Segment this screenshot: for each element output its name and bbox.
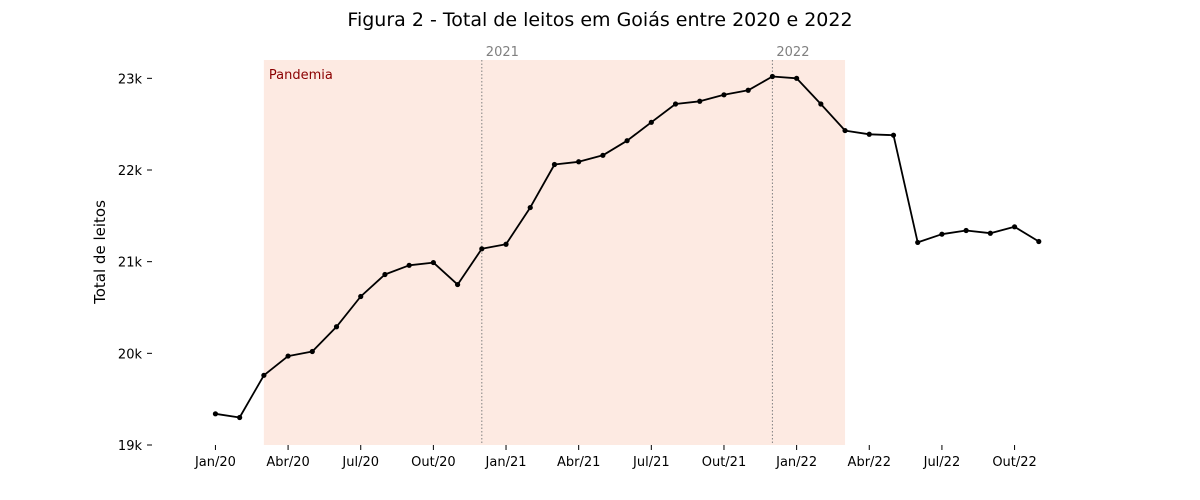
y-tick-label-20k: 20k: [118, 347, 143, 362]
data-point-2021-03: [551, 161, 558, 168]
x-tick-label-Jan/22: Jan/22: [775, 455, 817, 470]
x-tick-label-Abr/22: Abr/22: [848, 455, 891, 470]
year-marker-label-2022: 2022: [776, 45, 809, 60]
x-tick-label-Out/21: Out/21: [702, 455, 747, 470]
data-point-2020-04: [285, 353, 291, 359]
data-point-2022-08: [963, 227, 969, 234]
x-tick-label-Jul/21: Jul/21: [632, 455, 670, 470]
data-point-2022-03: [842, 127, 848, 134]
data-point-2020-03: [261, 372, 267, 378]
data-point-2021-01: [503, 241, 509, 247]
year-marker-label-2021: 2021: [486, 45, 519, 60]
x-tick-label-Out/20: Out/20: [411, 455, 456, 470]
data-point-2020-10: [430, 259, 436, 266]
data-point-2020-02: [237, 414, 243, 421]
data-point-2021-05: [600, 152, 606, 158]
data-point-2022-04: [866, 131, 872, 137]
y-tick-label-22k: 22k: [118, 164, 143, 179]
data-point-2022-05: [890, 132, 897, 138]
data-point-2020-11: [454, 281, 461, 288]
x-tick-label-Jul/20: Jul/20: [341, 455, 379, 470]
x-tick-label-Abr/21: Abr/21: [557, 455, 600, 470]
x-tick-label-Abr/20: Abr/20: [266, 455, 309, 470]
data-point-2020-01: [212, 411, 219, 417]
data-point-2021-09: [697, 98, 703, 104]
data-point-2020-05: [309, 348, 315, 355]
data-point-2022-10: [1011, 224, 1018, 230]
y-axis-label: Total de leitos: [91, 200, 109, 305]
data-point-2022-09: [987, 230, 993, 236]
data-point-2022-06: [915, 239, 921, 246]
data-point-2020-12: [479, 246, 485, 252]
plot-area: Pandemia 2021 2022 19k 20k 21k 22k 23k Jan/20 Abr…: [118, 45, 1042, 470]
data-point-2021-02: [527, 204, 533, 211]
data-point-2020-09: [406, 262, 412, 268]
pandemic-region: [263, 60, 846, 445]
data-point-2021-10: [721, 92, 727, 98]
data-point-2021-04: [576, 159, 582, 165]
data-point-2021-11: [745, 87, 751, 93]
data-point-2021-06: [624, 138, 630, 144]
pandemic-label: Pandemia: [269, 68, 333, 83]
y-tick-label-23k: 23k: [118, 72, 143, 87]
data-point-2022-01: [794, 75, 800, 81]
data-point-2022-11: [1036, 238, 1042, 245]
chart-title: Figura 2 - Total de leitos em Goiás entr…: [347, 9, 852, 31]
x-tick-label-Jan/20: Jan/20: [194, 455, 236, 470]
data-point-2021-08: [672, 101, 679, 107]
y-tick-label-19k: 19k: [118, 439, 143, 454]
y-tick-label-21k: 21k: [118, 256, 143, 271]
data-point-2022-02: [818, 101, 824, 107]
x-tick-label-Jan/21: Jan/21: [485, 455, 527, 470]
x-tick-label-Jul/22: Jul/22: [923, 455, 961, 470]
x-tick-label-Out/22: Out/22: [992, 455, 1037, 470]
data-point-2022-07: [939, 231, 945, 237]
data-point-2021-07: [648, 119, 654, 125]
data-point-2020-08: [382, 271, 388, 278]
data-point-2020-07: [358, 293, 364, 300]
data-point-2021-12: [769, 73, 776, 80]
data-point-2020-06: [333, 324, 340, 330]
